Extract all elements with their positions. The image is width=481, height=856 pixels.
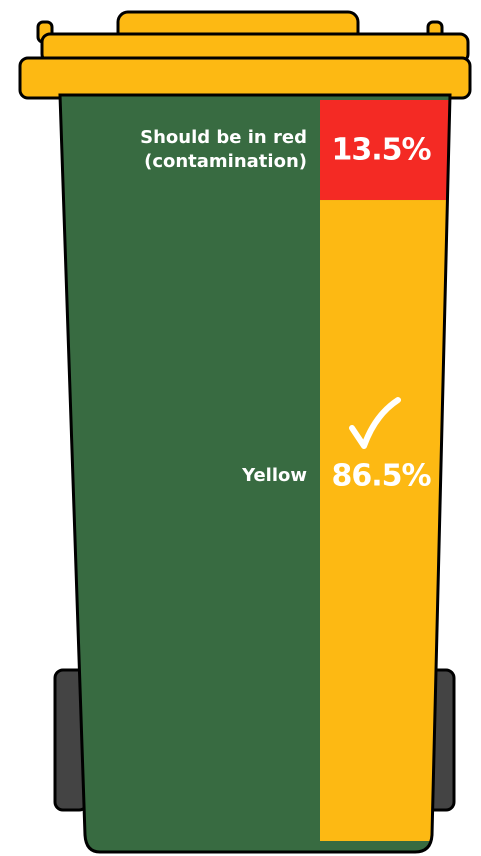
value-label: 86.5% — [331, 458, 431, 494]
segment — [320, 200, 450, 841]
segments — [320, 100, 450, 841]
value-label: 13.5% — [331, 132, 431, 168]
segment-name: Yellow — [242, 464, 307, 486]
check-icon — [349, 397, 401, 449]
segment — [320, 100, 450, 201]
lid — [18, 56, 472, 100]
segment-name: Should be in red (contamination) — [140, 127, 307, 173]
bin-outline — [58, 93, 452, 854]
